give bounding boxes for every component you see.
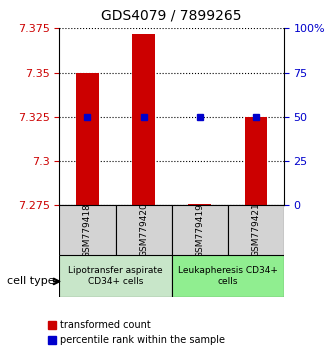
Text: GSM779419: GSM779419: [195, 202, 204, 258]
Text: cell type: cell type: [7, 276, 54, 286]
Text: GSM779421: GSM779421: [251, 203, 260, 257]
FancyBboxPatch shape: [115, 205, 172, 255]
Bar: [245, 117, 267, 205]
Text: GSM779420: GSM779420: [139, 203, 148, 257]
Text: GSM779418: GSM779418: [83, 202, 92, 258]
FancyBboxPatch shape: [172, 205, 228, 255]
FancyBboxPatch shape: [228, 205, 284, 255]
FancyBboxPatch shape: [59, 205, 116, 255]
Text: Lipotransfer aspirate
CD34+ cells: Lipotransfer aspirate CD34+ cells: [68, 267, 163, 286]
Bar: [132, 34, 155, 205]
Text: Leukapheresis CD34+
cells: Leukapheresis CD34+ cells: [178, 267, 278, 286]
FancyBboxPatch shape: [172, 255, 284, 297]
Legend: transformed count, percentile rank within the sample: transformed count, percentile rank withi…: [45, 316, 229, 349]
FancyBboxPatch shape: [59, 255, 172, 297]
Title: GDS4079 / 7899265: GDS4079 / 7899265: [101, 9, 242, 23]
Bar: [76, 73, 99, 205]
